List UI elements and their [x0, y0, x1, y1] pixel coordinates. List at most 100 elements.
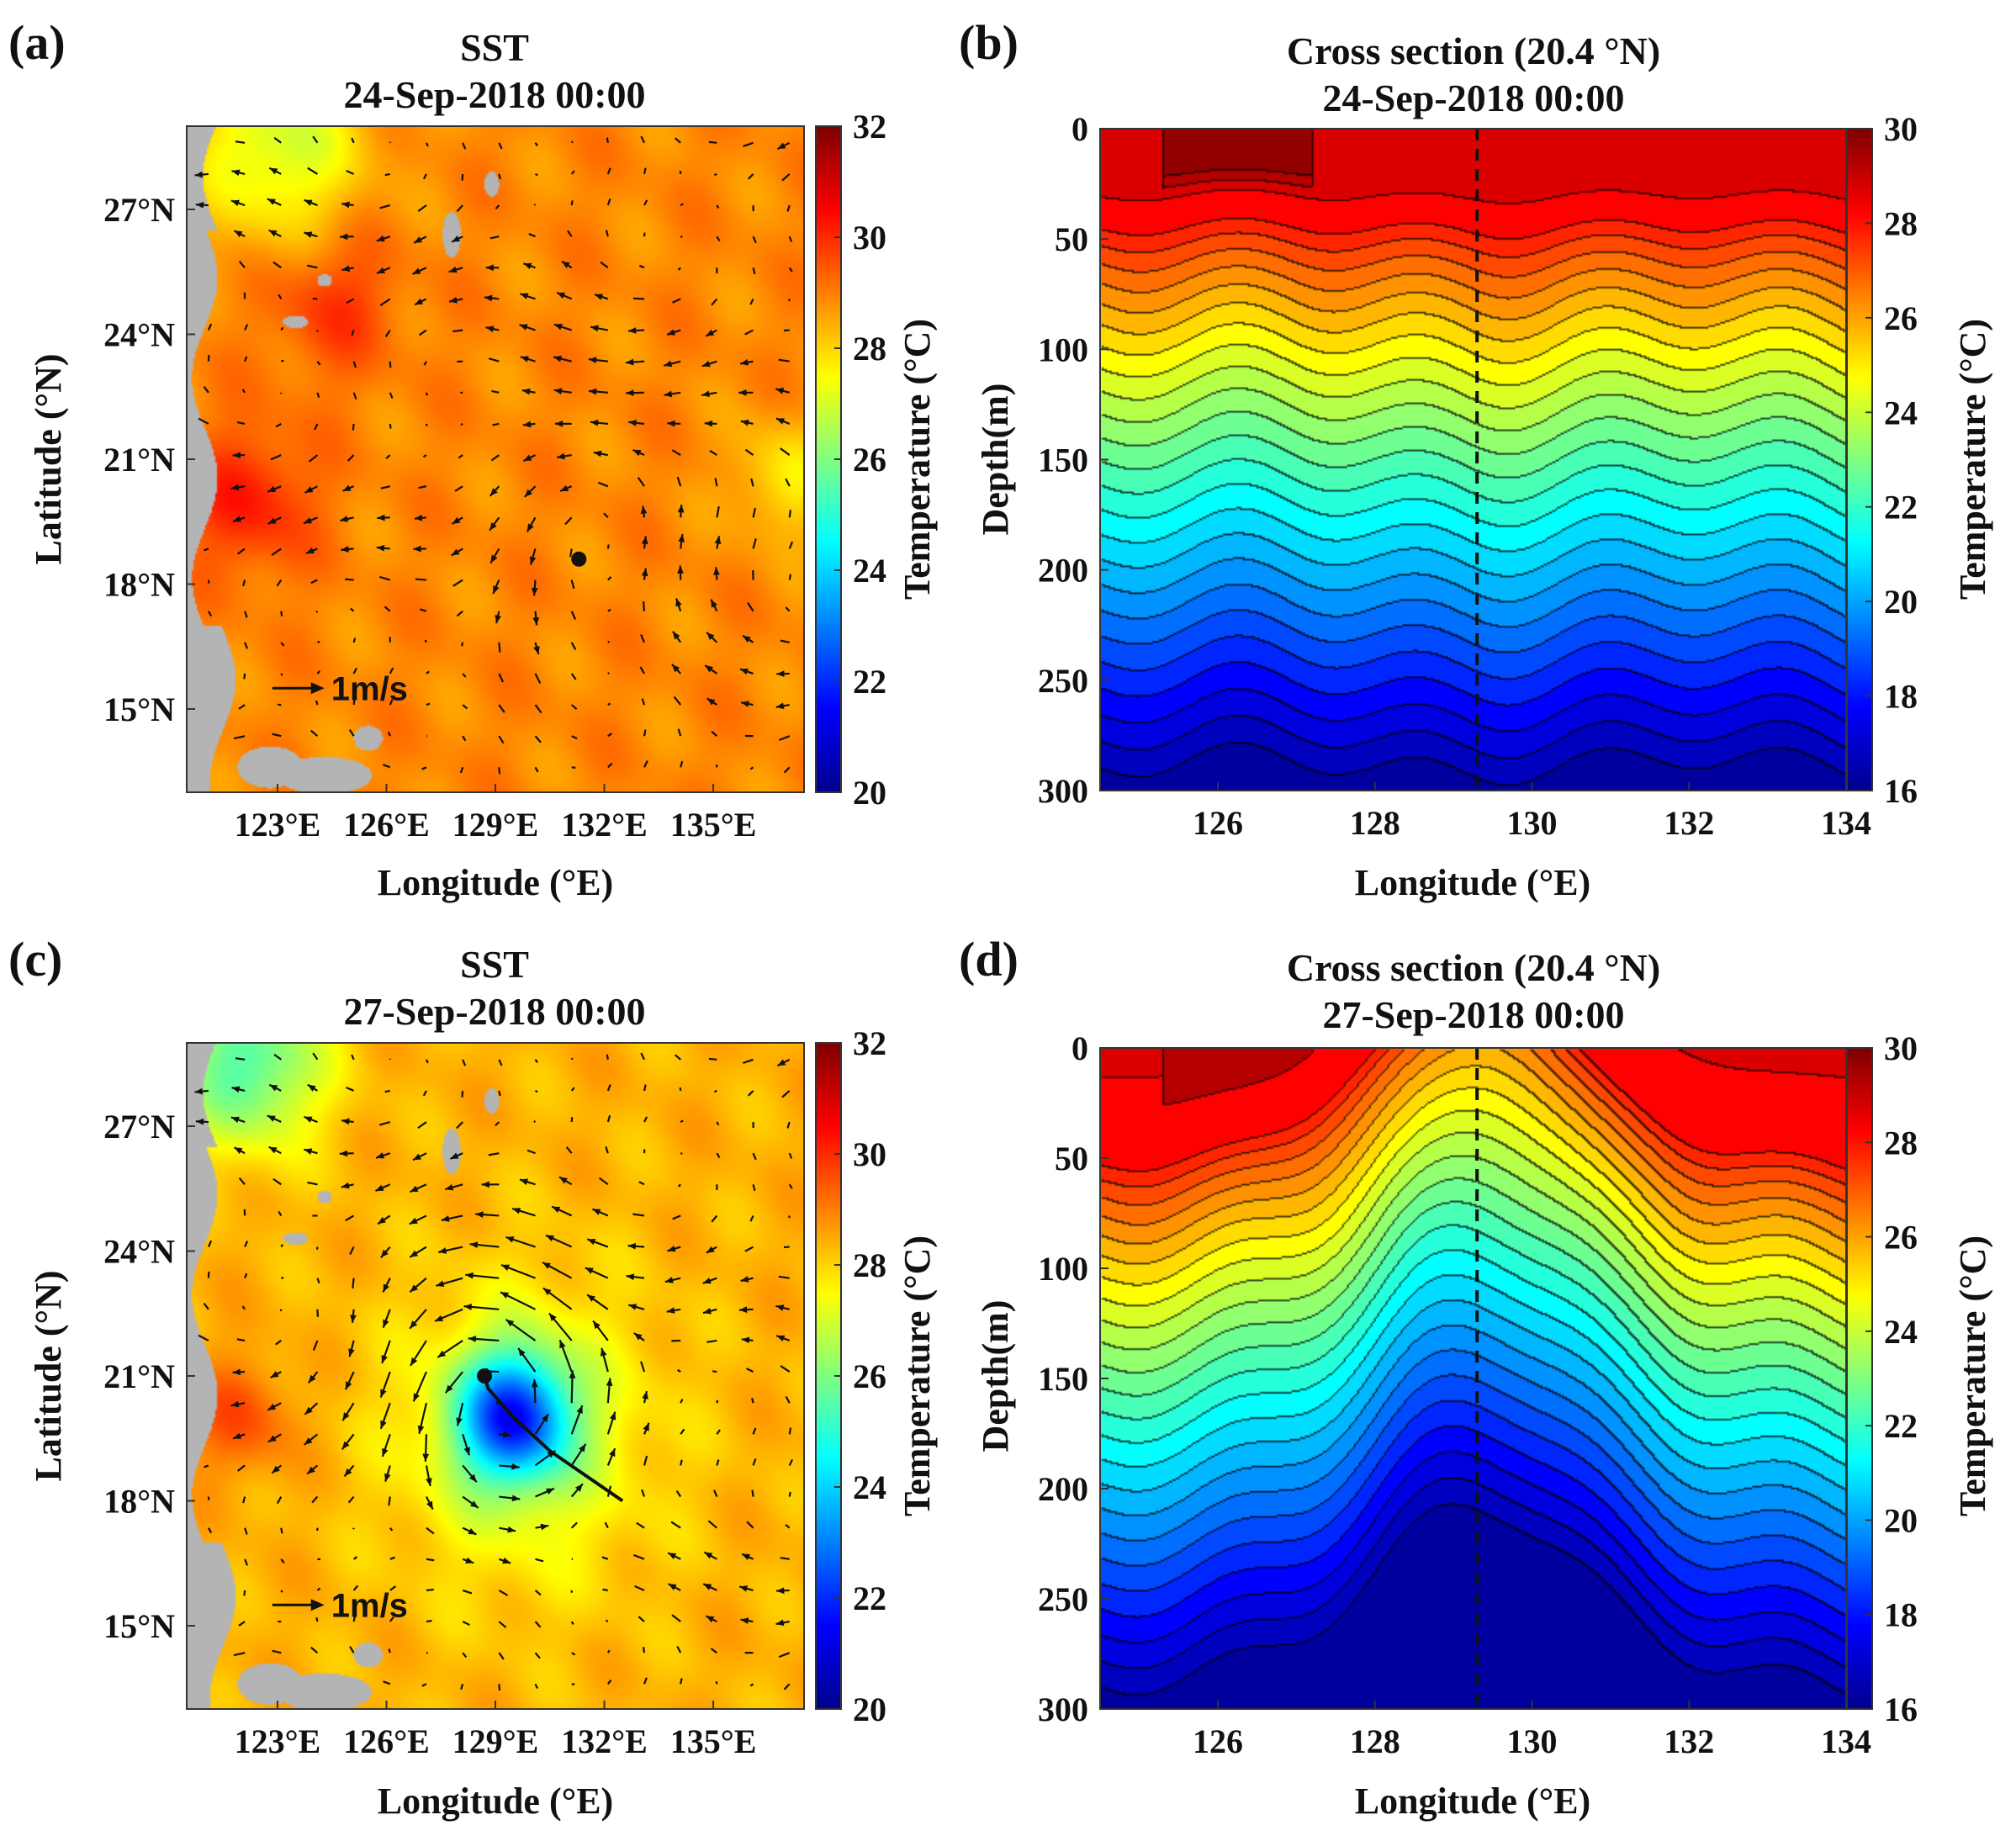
current-vector-head [706, 632, 715, 640]
current-vector [351, 137, 355, 144]
current-vector [273, 1177, 282, 1186]
current-vector [743, 141, 754, 148]
x-tick-label: 132 [1664, 804, 1714, 842]
current-vector [280, 1558, 285, 1564]
current-vector [238, 704, 246, 710]
current-vector [384, 1089, 391, 1093]
current-vector [241, 389, 246, 394]
colorbar-tick-label: 26 [1884, 299, 1918, 337]
current-vector [788, 1215, 791, 1219]
current-vector [233, 1652, 246, 1657]
current-vector-head [595, 294, 603, 300]
current-vector [534, 735, 542, 743]
current-vector [643, 1647, 646, 1653]
current-vector [643, 199, 648, 206]
current-vector-head [628, 419, 637, 426]
current-vector-head [775, 1619, 785, 1627]
current-vector-head [741, 1336, 750, 1344]
current-vector [382, 764, 391, 769]
current-vector-head [485, 264, 494, 272]
colorbar-tick-label: 18 [1884, 1596, 1918, 1634]
current-vector [643, 729, 647, 737]
current-vector-head [741, 701, 749, 707]
current-vector-head [342, 1412, 350, 1421]
current-vector [418, 329, 427, 336]
colorbar-tick-label: 22 [1884, 489, 1918, 526]
current-vector [780, 447, 791, 456]
current-vector-head [627, 1242, 637, 1250]
x-tick-label: 130 [1507, 1722, 1558, 1760]
current-vector-head [375, 1184, 384, 1191]
current-vector [426, 670, 430, 675]
current-vector-head [587, 1294, 595, 1302]
current-vector-head [512, 1207, 521, 1214]
current-vector [498, 673, 505, 683]
current-vector [632, 1553, 645, 1560]
current-vector [347, 1495, 355, 1504]
current-vector [606, 1114, 611, 1123]
current-vector [747, 1090, 754, 1097]
reference-vector-head [310, 1599, 325, 1611]
current-vector [778, 1652, 791, 1659]
current-vector [278, 1210, 283, 1216]
current-vector-head [344, 1468, 352, 1477]
current-vector [597, 481, 609, 488]
current-vector-head [664, 360, 673, 368]
current-vector [426, 1558, 435, 1562]
current-vector-head [642, 1391, 648, 1399]
current-vector [310, 579, 318, 585]
current-vector [307, 1181, 318, 1186]
current-vector [607, 733, 613, 738]
current-vector [462, 1652, 468, 1659]
current-vector [270, 454, 282, 461]
current-vector-head [600, 1347, 607, 1357]
current-vector [534, 766, 539, 773]
current-vector [492, 422, 500, 426]
current-vector [642, 601, 646, 611]
x-tick-label: 126°E [343, 806, 430, 844]
colorbar-tick-label: 30 [853, 219, 886, 257]
current-vector-head [194, 171, 204, 178]
current-vectors-c: 1m/s [194, 1052, 794, 1691]
current-vector-head [587, 1238, 596, 1246]
current-vector [746, 1521, 754, 1529]
current-vector-head [307, 1466, 315, 1474]
current-vector [348, 729, 355, 737]
current-vector [570, 642, 577, 651]
current-vector-head [520, 356, 529, 362]
current-vector [788, 1458, 794, 1466]
current-vector [526, 1149, 536, 1155]
current-vector [716, 1459, 720, 1466]
current-vector-head [507, 1526, 516, 1533]
current-vector [352, 1556, 358, 1560]
current-vector-head [738, 389, 747, 396]
current-vector [534, 673, 542, 685]
colorbar-tick-label: 28 [1884, 1124, 1918, 1161]
current-vector [350, 607, 355, 612]
current-vector-head [609, 1411, 616, 1421]
current-vector-head [705, 665, 714, 673]
current-vector-head [524, 489, 533, 497]
current-vector [788, 1152, 793, 1159]
current-vector [788, 510, 792, 518]
current-vector [606, 198, 611, 206]
current-vector-head [230, 484, 240, 491]
current-vector-head [609, 1448, 616, 1458]
current-vector [273, 1053, 282, 1061]
current-vector [643, 1455, 648, 1466]
current-vector [672, 298, 681, 304]
current-vector [534, 1652, 541, 1659]
current-vector [426, 1619, 432, 1623]
current-vector-head [412, 1153, 421, 1161]
current-vector-head [230, 1400, 240, 1408]
current-vector [242, 1496, 246, 1504]
x-ticks-c: 123°E 126°E 129°E 132°E 135°E [235, 1701, 756, 1760]
current-vector-head [740, 1276, 749, 1283]
current-vector-head [412, 267, 421, 274]
current-vector [352, 361, 357, 368]
current-vector-head [671, 664, 680, 673]
colorbar-tick-label: 30 [1884, 110, 1918, 148]
panel-b: (b) Cross section (20.4 °N) 24-Sep-2018 … [959, 15, 1993, 903]
current-vector [273, 261, 282, 269]
